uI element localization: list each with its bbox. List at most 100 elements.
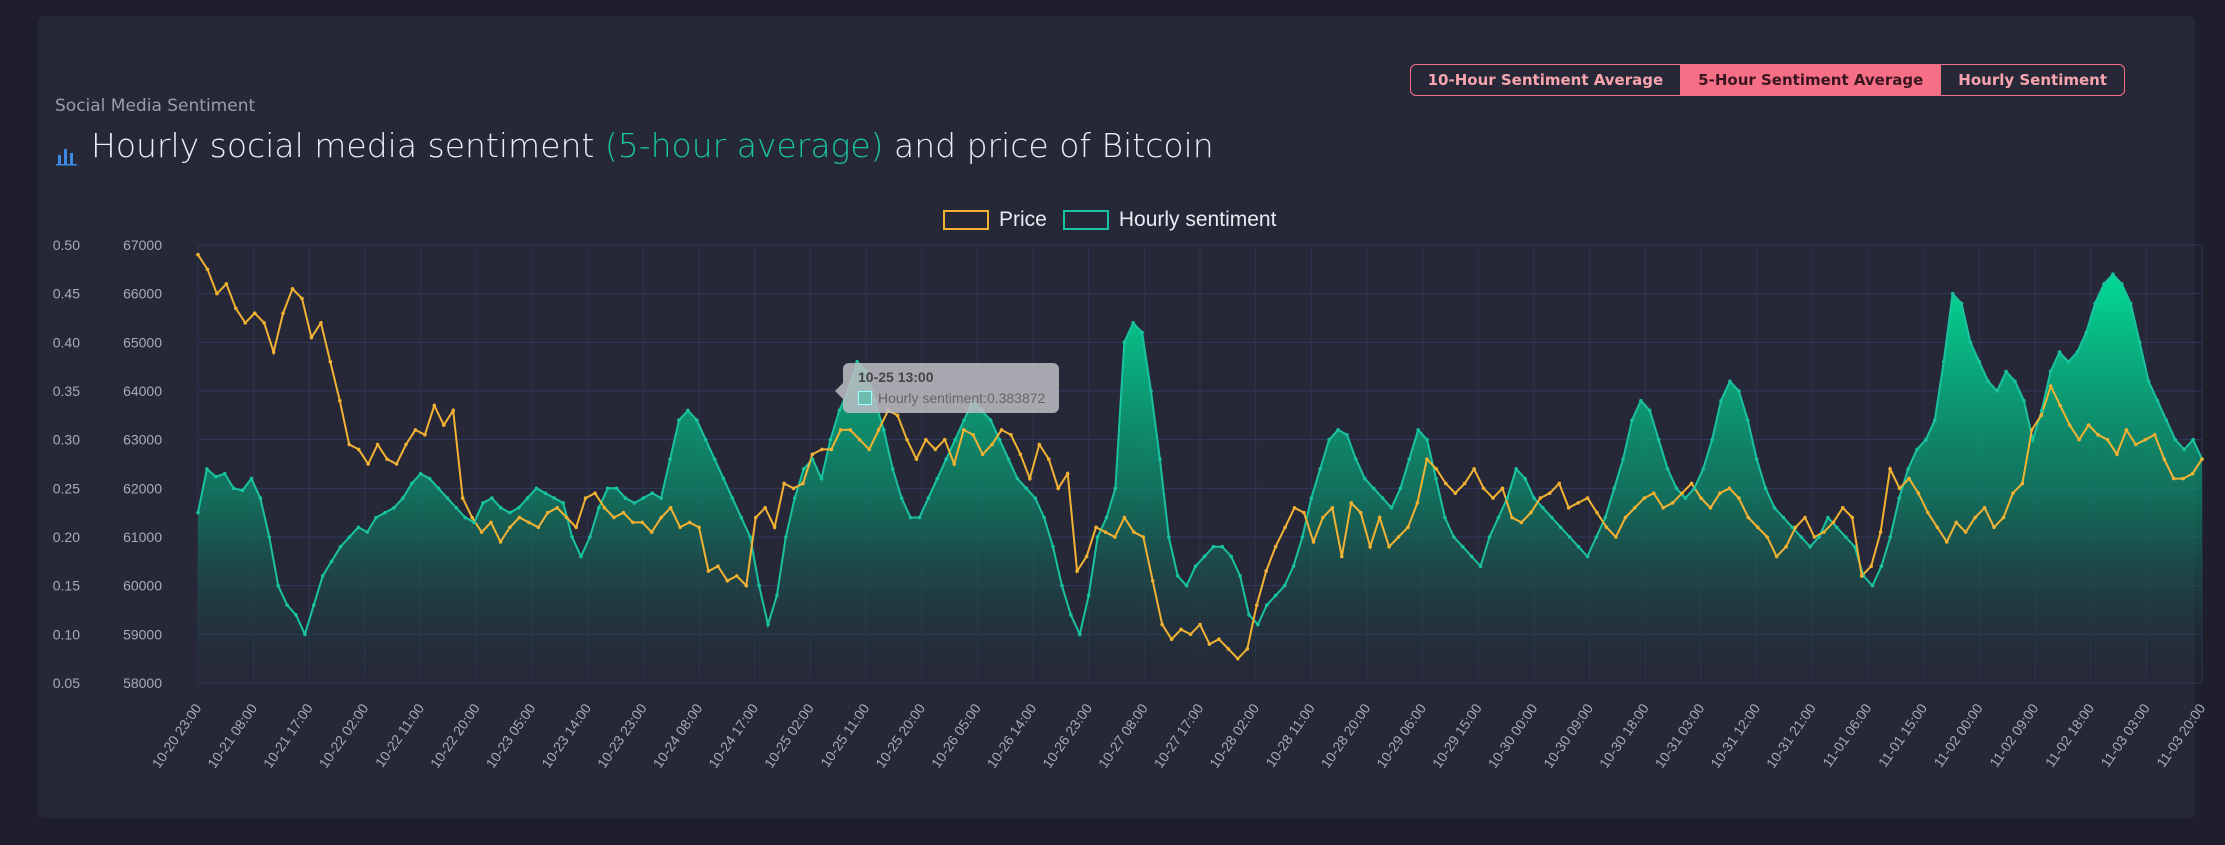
sentiment-point[interactable]	[605, 486, 610, 491]
price-point[interactable]	[300, 296, 304, 301]
sentiment-point[interactable]	[1318, 467, 1323, 471]
price-point[interactable]	[1746, 515, 1751, 520]
price-point[interactable]	[1500, 486, 1505, 491]
sentiment-point[interactable]	[1835, 525, 1839, 530]
sentiment-point[interactable]	[205, 467, 209, 471]
price-point[interactable]	[1169, 637, 1174, 641]
price-point[interactable]	[375, 442, 380, 447]
price-point[interactable]	[508, 525, 512, 530]
price-point[interactable]	[2096, 433, 2100, 437]
price-point[interactable]	[574, 525, 578, 530]
sentiment-point[interactable]	[2066, 360, 2071, 364]
sentiment-point[interactable]	[1843, 535, 1848, 539]
sentiment-point[interactable]	[1015, 476, 1020, 481]
sentiment-point[interactable]	[1665, 467, 1670, 471]
price-point[interactable]	[2077, 437, 2081, 442]
price-point[interactable]	[1387, 544, 1391, 549]
sentiment-point[interactable]	[1870, 583, 1875, 588]
price-point[interactable]	[1415, 501, 1420, 505]
sentiment-point[interactable]	[1434, 476, 1438, 481]
price-point[interactable]	[1009, 433, 1013, 437]
sentiment-point[interactable]	[570, 535, 574, 539]
price-point[interactable]	[1784, 544, 1788, 549]
price-point[interactable]	[1878, 530, 1883, 534]
price-point[interactable]	[753, 515, 758, 520]
price-point[interactable]	[2030, 428, 2034, 432]
sentiment-point[interactable]	[311, 603, 316, 607]
price-point[interactable]	[829, 447, 834, 452]
sentiment-point[interactable]	[2155, 398, 2160, 403]
sentiment-point[interactable]	[1986, 379, 1991, 384]
price-point[interactable]	[394, 462, 399, 466]
price-point[interactable]	[1358, 510, 1363, 515]
price-point[interactable]	[271, 350, 276, 354]
sentiment-point[interactable]	[1460, 544, 1465, 549]
sentiment-point[interactable]	[1077, 632, 1082, 637]
sentiment-point[interactable]	[1443, 515, 1447, 520]
price-point[interactable]	[252, 311, 257, 315]
price-point[interactable]	[1963, 530, 1968, 534]
sentiment-point[interactable]	[953, 437, 957, 442]
price-point[interactable]	[1651, 491, 1656, 496]
sentiment-point[interactable]	[1265, 603, 1269, 607]
sentiment-point[interactable]	[1149, 389, 1153, 393]
price-point[interactable]	[2067, 423, 2072, 427]
price-point[interactable]	[224, 282, 229, 286]
price-point[interactable]	[1973, 515, 1977, 520]
sentiment-point[interactable]	[1131, 321, 1135, 325]
price-point[interactable]	[1850, 515, 1855, 520]
price-point[interactable]	[1065, 471, 1070, 476]
sentiment-point[interactable]	[1612, 486, 1616, 491]
price-point[interactable]	[1944, 540, 1949, 544]
sentiment-point[interactable]	[1256, 622, 1260, 627]
price-point[interactable]	[460, 496, 465, 500]
sentiment-point[interactable]	[1683, 496, 1688, 500]
sentiment-point[interactable]	[730, 496, 735, 500]
price-point[interactable]	[328, 360, 333, 364]
sentiment-point[interactable]	[1095, 535, 1100, 539]
price-point[interactable]	[612, 515, 616, 520]
sentiment-point[interactable]	[294, 613, 298, 617]
sentiment-point[interactable]	[1229, 554, 1233, 559]
price-point[interactable]	[545, 510, 550, 515]
sentiment-point[interactable]	[454, 506, 459, 510]
sentiment-point[interactable]	[1425, 437, 1429, 442]
price-point[interactable]	[1103, 530, 1108, 534]
sentiment-point[interactable]	[1167, 535, 1171, 539]
sentiment-point[interactable]	[2004, 369, 2008, 374]
price-point[interactable]	[2048, 384, 2053, 388]
price-point[interactable]	[1443, 481, 1448, 486]
sentiment-point[interactable]	[694, 418, 699, 423]
sentiment-point[interactable]	[677, 418, 681, 423]
price-point[interactable]	[1349, 501, 1354, 505]
sentiment-point[interactable]	[1024, 486, 1029, 491]
price-point[interactable]	[716, 564, 720, 568]
price-point[interactable]	[687, 520, 692, 525]
price-point[interactable]	[470, 515, 474, 520]
price-point[interactable]	[1755, 525, 1760, 530]
sentiment-point[interactable]	[1933, 418, 1937, 423]
sentiment-point[interactable]	[472, 520, 476, 525]
sentiment-point[interactable]	[792, 496, 797, 500]
sentiment-point[interactable]	[1737, 389, 1741, 393]
price-point[interactable]	[649, 530, 654, 534]
sentiment-point[interactable]	[1523, 476, 1527, 481]
price-point[interactable]	[1822, 530, 1826, 534]
sentiment-point[interactable]	[899, 496, 904, 500]
price-point[interactable]	[1737, 496, 1741, 500]
sentiment-point[interactable]	[721, 476, 726, 481]
sentiment-point[interactable]	[2191, 437, 2195, 442]
sentiment-point[interactable]	[276, 583, 280, 588]
sentiment-point[interactable]	[2102, 282, 2106, 286]
sentiment-point[interactable]	[240, 488, 245, 493]
price-point[interactable]	[697, 525, 701, 530]
price-point[interactable]	[1803, 515, 1807, 520]
sentiment-point[interactable]	[1639, 398, 1643, 403]
price-point[interactable]	[1633, 506, 1637, 510]
price-point[interactable]	[2001, 515, 2006, 520]
sentiment-point[interactable]	[1122, 340, 1127, 345]
sentiment-point[interactable]	[1371, 486, 1376, 491]
price-point[interactable]	[1018, 452, 1023, 457]
sentiment-point[interactable]	[1879, 564, 1884, 568]
price-point[interactable]	[309, 335, 314, 340]
